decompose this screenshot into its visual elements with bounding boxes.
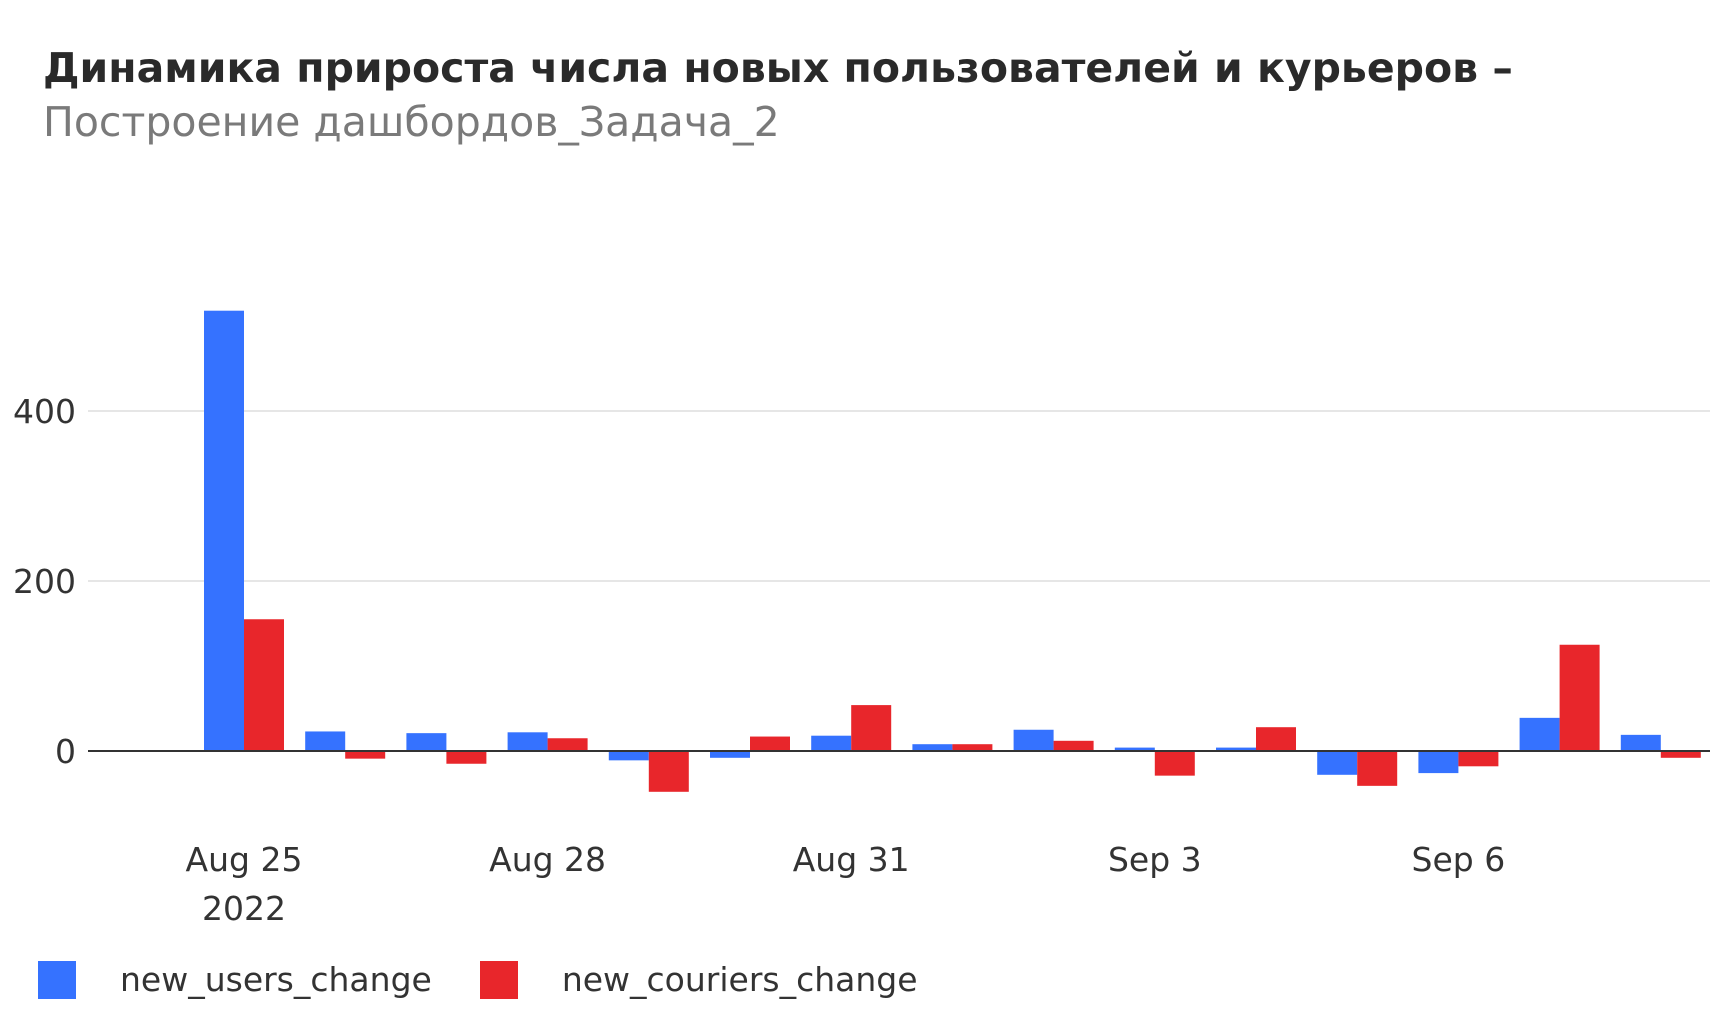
- bar-users: [710, 751, 750, 758]
- bar-users: [1216, 747, 1256, 751]
- bar-users: [608, 751, 649, 761]
- bar-couriers: [1256, 727, 1296, 751]
- bar-users: [406, 733, 447, 751]
- bar-couriers: [1357, 751, 1398, 786]
- y-tick-label: 200: [13, 562, 76, 601]
- bar-users: [1620, 734, 1661, 751]
- legend-label-users: new_users_change: [120, 960, 432, 999]
- bar-couriers: [952, 744, 993, 751]
- bar-couriers: [750, 736, 790, 751]
- legend-swatch-users: [38, 960, 76, 999]
- chart-title: Динамика прироста числа новых пользовате…: [43, 44, 1513, 92]
- chart-title-block: Динамика прироста числа новых пользовате…: [43, 40, 1513, 148]
- x-tick-label: Sep 6: [1412, 840, 1506, 879]
- bar-couriers: [547, 738, 588, 751]
- bar-users: [204, 310, 244, 751]
- bar-users: [1013, 729, 1054, 751]
- bar-couriers: [244, 619, 284, 751]
- bar-users: [1317, 751, 1358, 775]
- bar-users: [811, 735, 852, 751]
- bar-couriers: [1053, 740, 1094, 751]
- bar-couriers: [648, 751, 689, 792]
- x-tick-label: Aug 31: [793, 840, 910, 879]
- legend-item-users[interactable]: new_users_change: [38, 960, 432, 999]
- legend-item-couriers[interactable]: new_couriers_change: [479, 960, 918, 999]
- bar-couriers: [851, 705, 892, 751]
- y-tick-label: 0: [55, 732, 76, 771]
- bar-users: [305, 731, 346, 751]
- bar-couriers: [345, 751, 386, 759]
- y-tick-label: 400: [13, 392, 76, 431]
- bar-users: [912, 744, 953, 751]
- legend-swatch-couriers: [479, 960, 518, 999]
- bar-users: [507, 732, 548, 751]
- bar-users: [1519, 717, 1560, 751]
- x-tick-label: Aug 25: [186, 840, 303, 879]
- x-tick-label: Aug 28: [489, 840, 606, 879]
- bar-couriers: [446, 751, 487, 764]
- bar-couriers: [1458, 751, 1499, 767]
- bar-couriers: [1660, 751, 1701, 758]
- x-tick-sublabel: 2022: [202, 889, 286, 928]
- bar-couriers: [1154, 751, 1195, 776]
- bar-users: [1114, 747, 1155, 751]
- legend: new_users_change new_couriers_change: [38, 960, 966, 999]
- chart-subtitle: Построение дашбордов_Задача_2: [43, 98, 780, 146]
- x-tick-label: Sep 3: [1108, 840, 1202, 879]
- bar-couriers: [1559, 644, 1600, 751]
- legend-label-couriers: new_couriers_change: [561, 960, 918, 999]
- bar-users: [1418, 751, 1459, 774]
